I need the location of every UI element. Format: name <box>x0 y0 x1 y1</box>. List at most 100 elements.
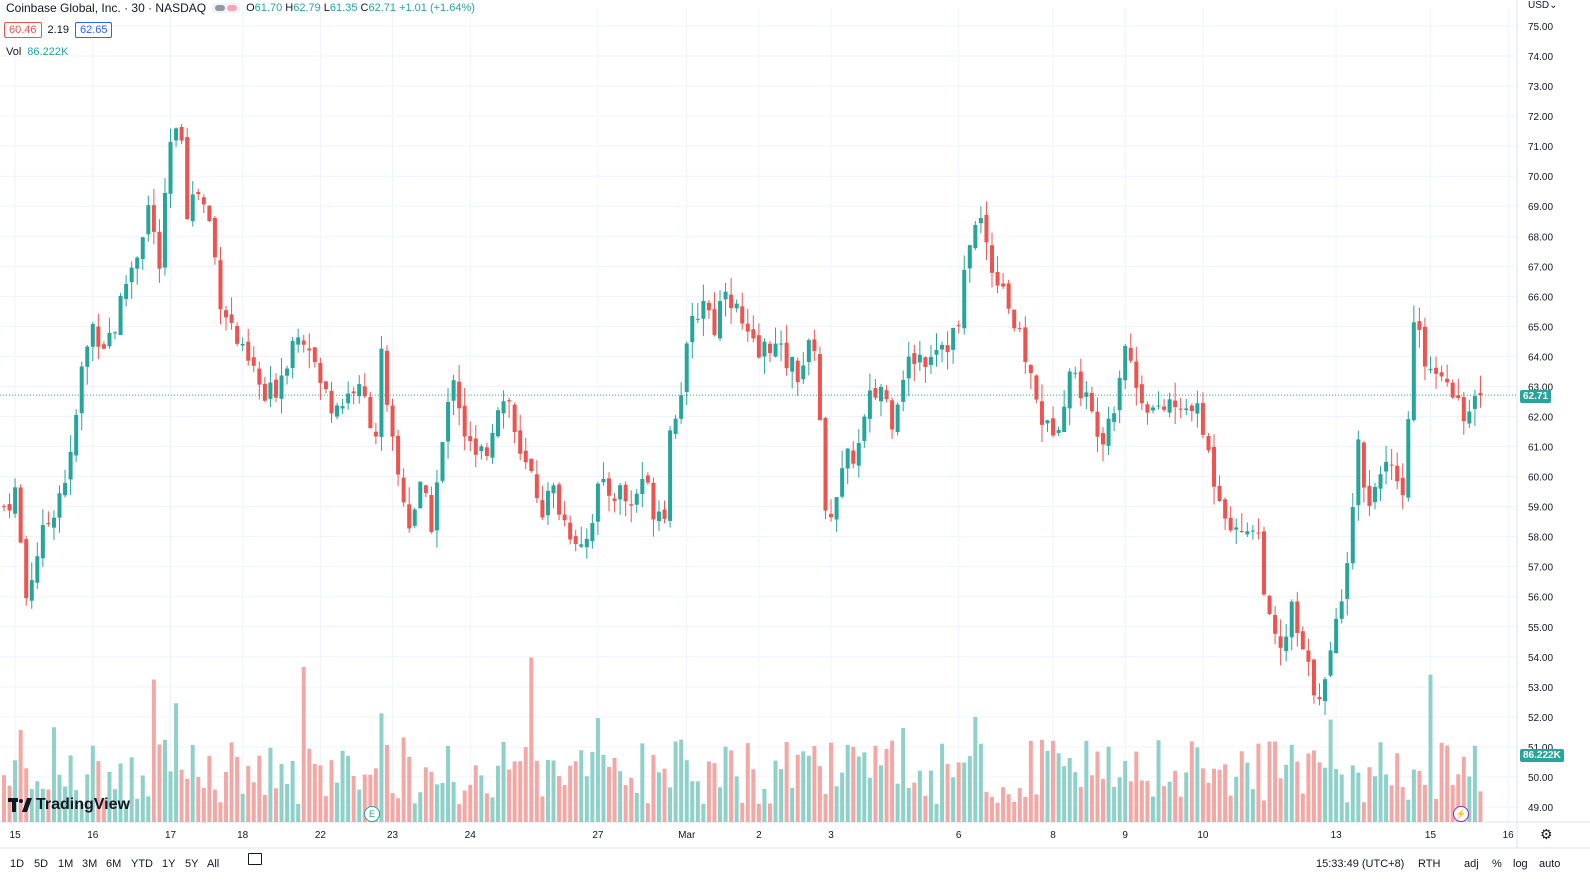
candle-body <box>401 477 406 503</box>
candle-body <box>1039 401 1044 425</box>
candle-body <box>384 350 389 405</box>
session-button[interactable]: RTH <box>1418 858 1441 870</box>
visibility-toggle-icon[interactable] <box>212 3 241 13</box>
volume-bar <box>1389 785 1394 822</box>
volume-bar <box>1428 674 1433 822</box>
candle-body <box>1334 618 1339 654</box>
volume-bar <box>7 785 12 822</box>
lightning-icon[interactable]: ⚡ <box>1453 806 1469 822</box>
candle-body <box>618 485 623 500</box>
candle-body <box>1139 384 1144 404</box>
timeframe-1y[interactable]: 1Y <box>162 858 176 870</box>
volume-bar <box>268 747 273 822</box>
timeframe-all[interactable]: All <box>207 858 220 870</box>
volume-bar <box>235 756 240 822</box>
time-tick-label: 24 <box>465 830 477 841</box>
settings-gear-icon[interactable]: ⚙ <box>1540 826 1553 842</box>
volume-bar <box>734 776 739 822</box>
percent-toggle[interactable]: % <box>1492 858 1502 870</box>
candle-body <box>668 430 673 521</box>
volume-bar <box>1017 788 1022 822</box>
candle-body <box>51 517 56 528</box>
candle-body <box>35 556 40 583</box>
candle-body <box>1023 327 1028 362</box>
bid-price-button[interactable]: 60.46 <box>4 22 42 38</box>
timeframe-5y[interactable]: 5Y <box>185 858 199 870</box>
volume-bar <box>1156 740 1161 822</box>
candle-body <box>718 301 723 339</box>
candle-body <box>851 450 856 464</box>
volume-bar <box>512 761 517 822</box>
auto-toggle[interactable]: auto <box>1539 858 1561 870</box>
candle-body <box>990 245 994 273</box>
candle-body <box>290 340 295 369</box>
log-toggle[interactable]: log <box>1513 858 1528 870</box>
candle-body <box>656 511 661 522</box>
candle-body <box>1300 631 1305 650</box>
candle-body <box>1217 485 1222 502</box>
volume-bar <box>1178 796 1183 822</box>
volume-bar <box>1189 741 1194 822</box>
adj-toggle[interactable]: adj <box>1464 858 1479 870</box>
volume-bar <box>607 766 612 822</box>
candle-body <box>224 310 229 318</box>
candle-body <box>584 538 589 548</box>
volume-bar <box>679 739 684 822</box>
volume-bar <box>1461 756 1466 822</box>
candle-body <box>945 345 950 353</box>
volume-bar <box>35 781 40 822</box>
candle-body <box>107 332 112 347</box>
volume-bar <box>540 796 545 822</box>
candle-body <box>1006 283 1011 309</box>
timeframe-6m[interactable]: 6M <box>106 858 122 870</box>
last-price-badge: 62.71 <box>1520 390 1552 403</box>
currency-selector[interactable]: USD⌄ <box>1528 0 1558 11</box>
timeframe-1d[interactable]: 1D <box>10 858 25 870</box>
candle-body <box>951 327 956 350</box>
volume-bar <box>63 786 68 822</box>
candle-body <box>1273 615 1278 634</box>
candle-body <box>1095 411 1100 437</box>
date-range-icon[interactable] <box>248 853 262 865</box>
volume-bar <box>318 765 323 822</box>
candle-body <box>756 335 761 358</box>
candle-body <box>978 218 983 224</box>
time-tick-label: 17 <box>165 830 177 841</box>
candle-body <box>590 523 595 542</box>
volume-bar <box>529 657 534 822</box>
volume-bar <box>1295 761 1300 822</box>
volume-bar <box>962 762 967 822</box>
time-tick-label: 15 <box>10 830 22 841</box>
candle-body <box>834 497 839 520</box>
candle-body <box>784 342 789 369</box>
volume-bar <box>357 789 362 822</box>
candle-body <box>512 404 517 432</box>
candle-body <box>601 478 606 483</box>
timeframe-3m[interactable]: 3M <box>82 858 98 870</box>
volume-bar <box>762 788 767 822</box>
candle-body <box>168 142 173 194</box>
timeframe-5d[interactable]: 5D <box>34 858 49 870</box>
clock-display[interactable]: 15:33:49 (UTC+8) <box>1316 858 1405 870</box>
ask-price-button[interactable]: 62.65 <box>74 22 113 38</box>
time-tick-label: 6 <box>956 830 962 841</box>
candle-body <box>551 485 556 494</box>
candle-body <box>1228 517 1233 531</box>
candle-body <box>534 474 539 498</box>
volume-bar <box>901 728 906 822</box>
candle-body <box>57 493 62 518</box>
volume-bar <box>1200 768 1205 822</box>
volume-bar <box>718 787 723 822</box>
volume-bar <box>867 777 872 822</box>
timeframe-1m[interactable]: 1M <box>58 858 74 870</box>
timeframe-ytd[interactable]: YTD <box>131 858 153 870</box>
candle-body <box>934 350 939 355</box>
candle-body <box>318 363 323 383</box>
volume-bar <box>806 755 811 822</box>
volume-bar <box>484 793 489 822</box>
earnings-marker[interactable]: E <box>364 806 380 822</box>
volume-bar <box>917 770 922 822</box>
volume-bar <box>196 776 201 822</box>
volume-bar <box>1228 795 1233 822</box>
